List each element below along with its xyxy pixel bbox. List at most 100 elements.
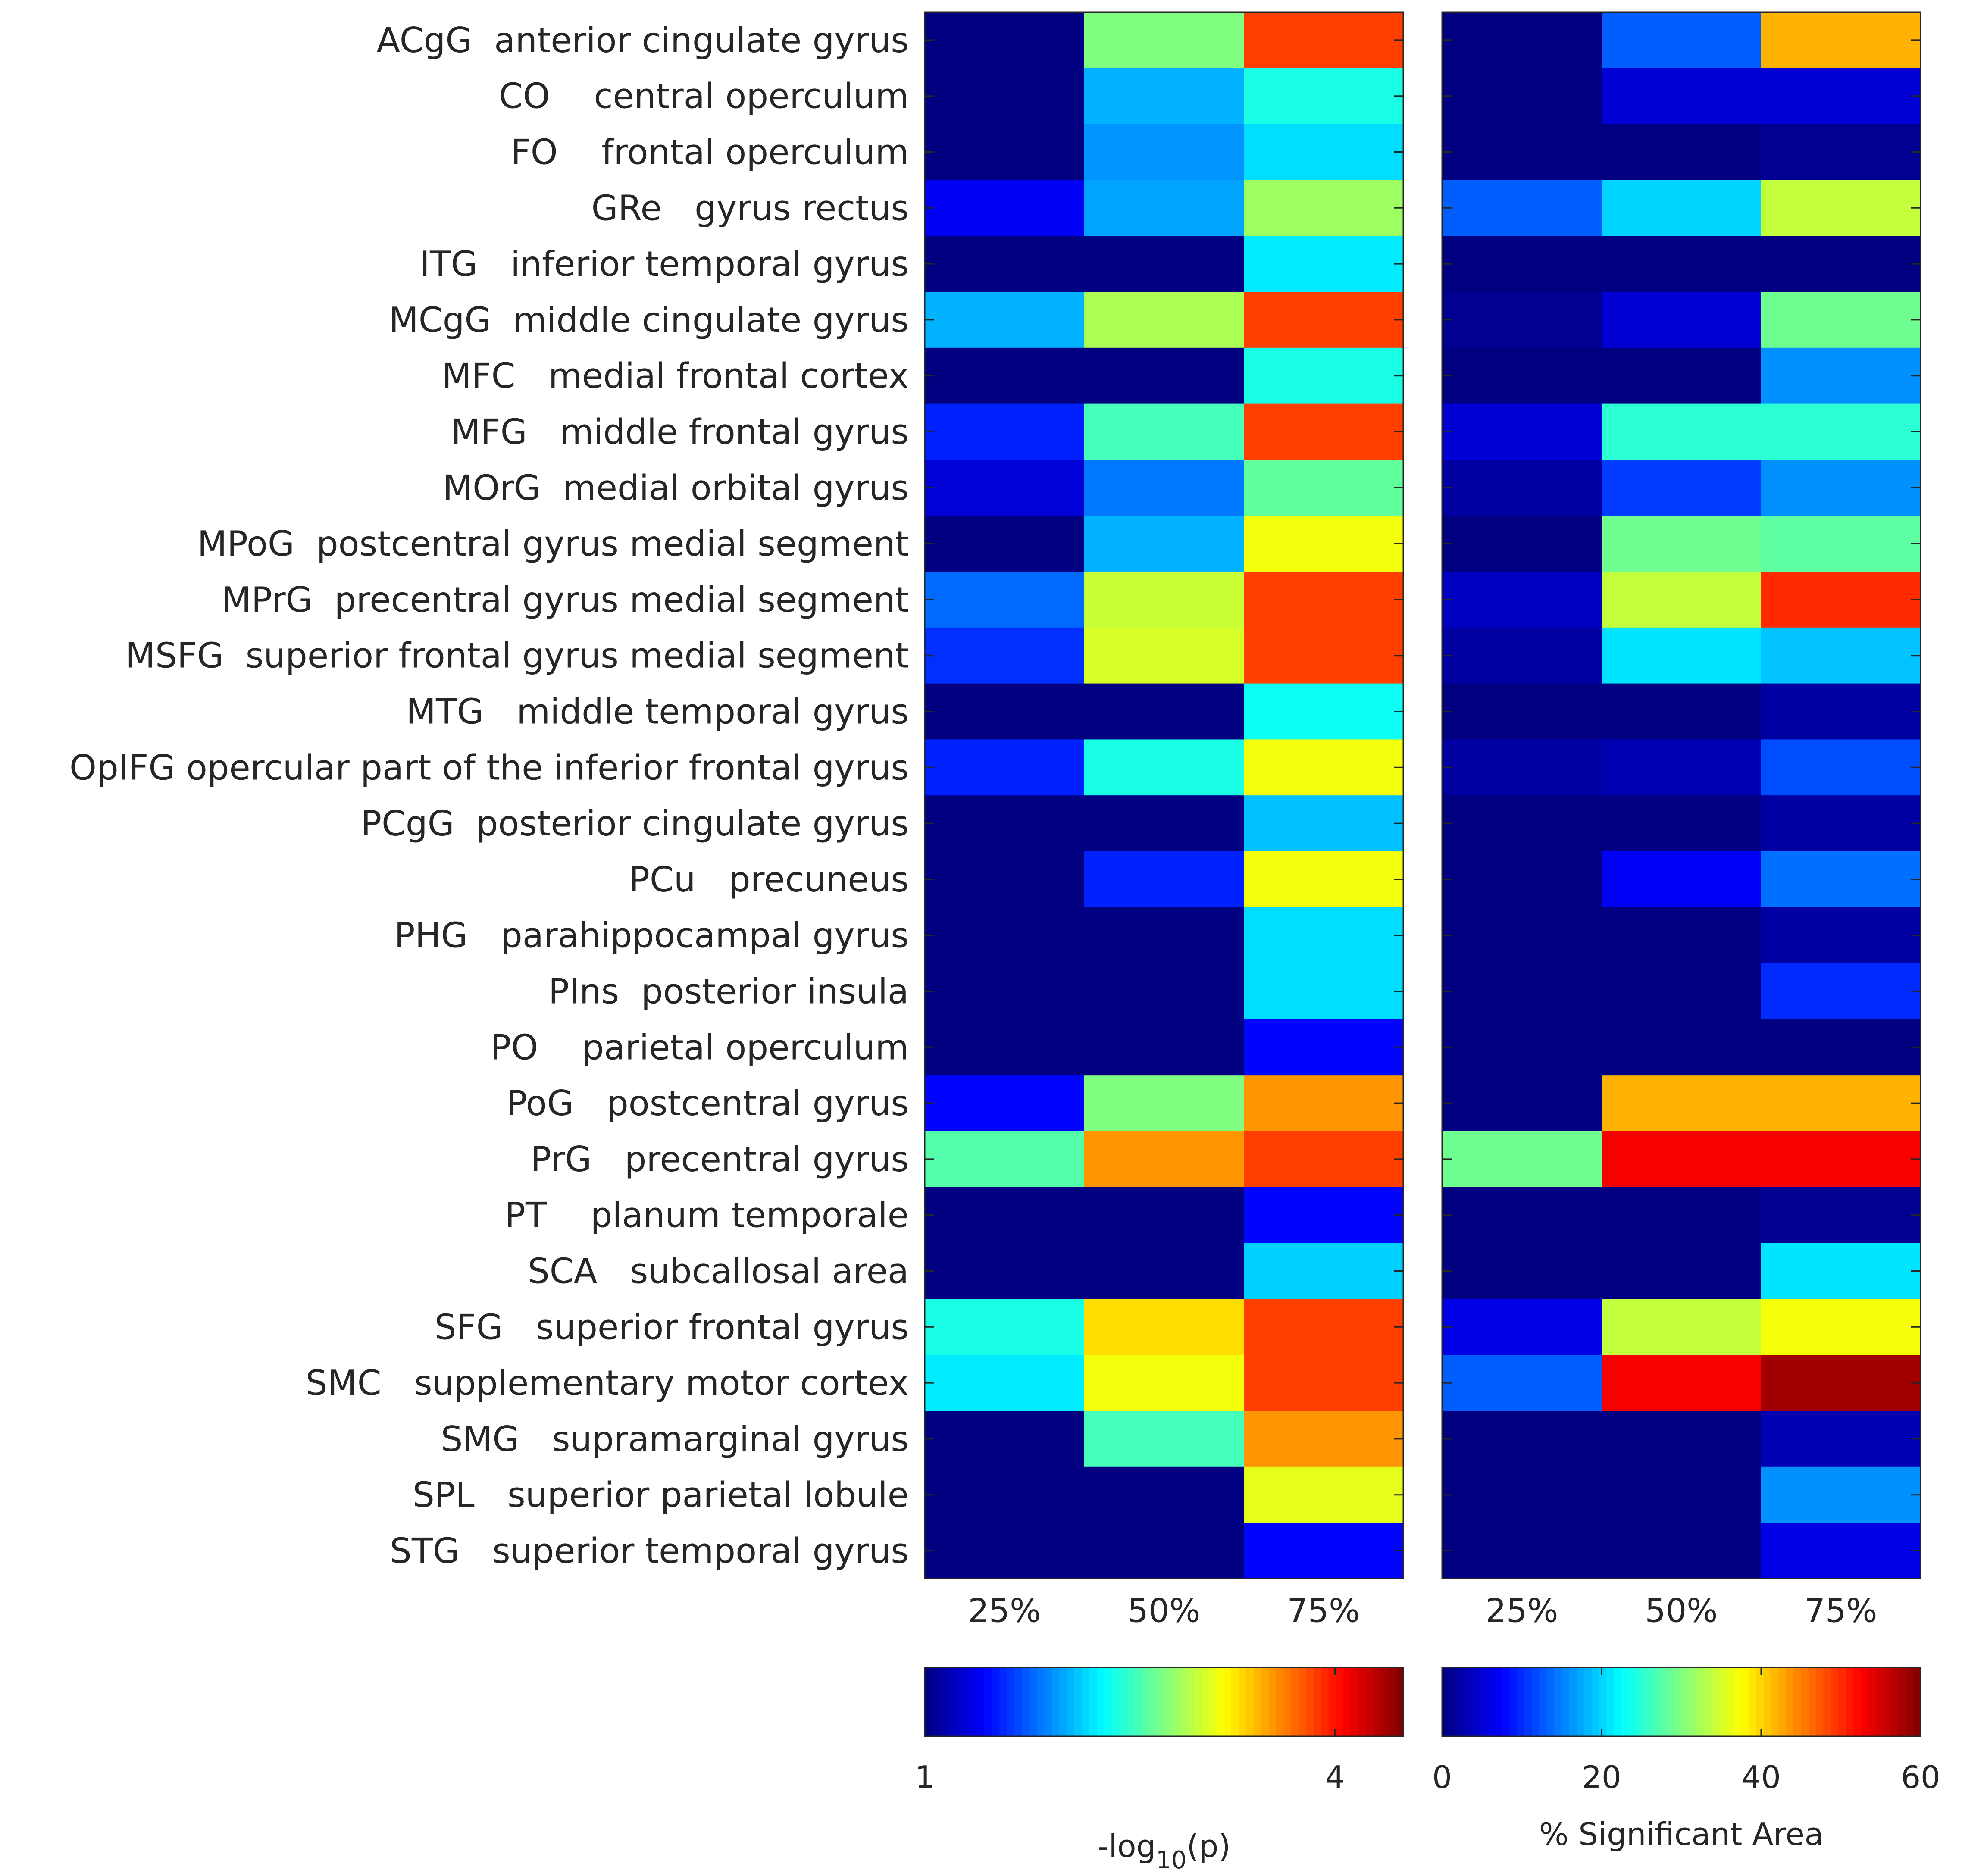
heatmap-cell [1442,1019,1602,1076]
row-label: MPoG postcentral gyrus medial segment [197,524,909,564]
heatmap-cell [1602,180,1762,236]
heatmap-cell [1442,851,1602,908]
colorbar-swatch [1007,1667,1015,1736]
colorbar-swatch [1442,1667,1450,1736]
heatmap-cell [1442,683,1602,740]
colorbar-swatch [1636,1667,1645,1736]
x-tick-label: 75% [1805,1591,1878,1629]
colorbar-swatch [1261,1667,1269,1736]
heatmap-cell [1244,627,1404,684]
colorbar-swatch [1127,1667,1135,1736]
heatmap-cell [1084,1187,1244,1244]
colorbar-swatch [1104,1667,1112,1736]
heatmap-cell [1244,739,1404,796]
heatmap-cell [1761,739,1921,796]
left-heatmap-panel: 25% 50% 75% [924,11,1404,1629]
colorbar-swatch [1343,1667,1352,1736]
heatmap-cell [1442,347,1602,404]
colorbar-swatch [1577,1667,1585,1736]
row-label: MFG middle frontal gyrus [451,412,909,452]
heatmap-cell [1244,1131,1404,1188]
colorbar-swatch [1164,1667,1172,1736]
right-colorbar: 0 20 40 60 % Significant Area [1432,1667,1940,1852]
heatmap-cell [1084,1243,1244,1299]
colorbar-swatch [1464,1667,1473,1736]
colorbar-tick-label: 60 [1901,1759,1940,1795]
heatmap-cell [925,627,1085,684]
heatmap-cell [1602,124,1762,180]
heatmap-cell [1244,347,1404,404]
colorbar-tick-label: 1 [915,1759,935,1795]
heatmap-cell [1442,1355,1602,1411]
heatmap-cell [925,1355,1085,1411]
heatmap-cell [1084,1523,1244,1579]
heatmap-cell [1442,1466,1602,1523]
colorbar-swatch [1875,1667,1884,1736]
heatmap-cell [1761,1243,1921,1299]
heatmap-cell [1442,460,1602,516]
row-label: MCgG middle cingulate gyrus [389,300,909,340]
colorbar-swatch [1380,1667,1389,1736]
heatmap-cell [1602,1523,1762,1579]
heatmap-cell [925,516,1085,572]
heatmap-cell [925,460,1085,516]
row-label: STG superior temporal gyrus [390,1531,909,1571]
row-label: SPL superior parietal lobule [413,1475,909,1515]
heatmap-cell [1602,12,1762,69]
colorbar-title-tail: (p) [1187,1828,1231,1864]
colorbar-swatch [1141,1667,1150,1736]
colorbar-swatch [1111,1667,1120,1736]
heatmap-cell [1442,124,1602,180]
heatmap-cell [925,1411,1085,1467]
heatmap-cell [1442,627,1602,684]
heatmap-cell [1761,851,1921,908]
heatmap-cell [1602,1355,1762,1411]
heatmap-cell [1442,12,1602,69]
heatmap-cell [1442,739,1602,796]
row-label: PIns posterior insula [548,972,909,1012]
colorbar-swatch [1658,1667,1667,1736]
heatmap-cell [1602,627,1762,684]
heatmap-cell [1244,683,1404,740]
colorbar-swatch [1029,1667,1037,1736]
heatmap-cell [1602,1019,1762,1076]
heatmap-cell [1084,572,1244,628]
heatmap-cell [1602,963,1762,1019]
row-label: PT planum temporale [505,1195,909,1235]
heatmap-cell [1602,683,1762,740]
heatmap-cell [925,124,1085,180]
heatmap-cell [925,1523,1085,1579]
colorbar-tick-label: 0 [1432,1759,1452,1795]
row-label: PCu precuneus [629,860,909,900]
heatmap-cell [1244,12,1404,69]
heatmap-cell [1602,236,1762,292]
heatmap-cell [925,1187,1085,1244]
colorbar-swatch [1517,1667,1525,1736]
heatmap-cell [1761,572,1921,628]
heatmap-cell [1602,460,1762,516]
heatmap-cell [1761,68,1921,125]
colorbar-swatch [1074,1667,1083,1736]
colorbar-swatch [984,1667,992,1736]
colorbar-swatch [1786,1667,1794,1736]
heatmap-cell [1084,851,1244,908]
heatmap-cell [1761,403,1921,460]
colorbar-swatch [1186,1667,1195,1736]
heatmap-cell [1084,180,1244,236]
x-tick-label: 50% [1645,1591,1718,1629]
heatmap-cell [1084,12,1244,69]
heatmap-cell [1084,627,1244,684]
colorbar-swatch [1479,1667,1487,1736]
colorbar-swatch [1502,1667,1510,1736]
heatmap-cell [925,1466,1085,1523]
colorbar-swatch [1704,1667,1712,1736]
heatmap-cell [1084,124,1244,180]
colorbar-swatch [1358,1667,1367,1736]
heatmap-cell [1442,795,1602,852]
colorbar-swatch [1651,1667,1659,1736]
row-label: SFG superior frontal gyrus [435,1307,909,1347]
colorbar-swatch [1254,1667,1262,1736]
row-label: SMG supramarginal gyrus [441,1419,909,1459]
heatmap-cell [1602,572,1762,628]
heatmap-cell [1084,68,1244,125]
